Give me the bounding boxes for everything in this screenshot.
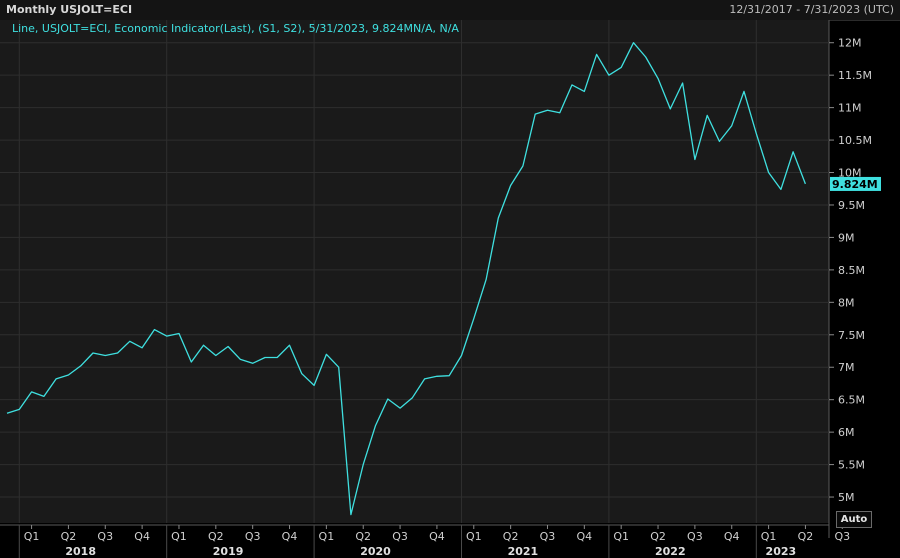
chart-title: Monthly USJOLT=ECI bbox=[6, 3, 133, 16]
x-tick-label: Q2 bbox=[61, 530, 77, 543]
x-tick-label: Q1 bbox=[319, 530, 335, 543]
x-tick-label: Q4 bbox=[134, 530, 150, 543]
x-tick-label: Q2 bbox=[208, 530, 224, 543]
year-label: 2021 bbox=[508, 545, 539, 558]
x-tick-label: Q3 bbox=[392, 530, 408, 543]
year-label: 2019 bbox=[213, 545, 244, 558]
x-tick-label: Q3 bbox=[540, 530, 556, 543]
plot-area bbox=[0, 20, 829, 523]
y-tick-label: 9M bbox=[838, 231, 855, 244]
y-tick-label: 7M bbox=[838, 361, 855, 374]
y-tick-label: 8M bbox=[838, 296, 855, 309]
auto-scale-button[interactable]: Auto bbox=[836, 511, 872, 528]
x-tick-label: Q1 bbox=[24, 530, 40, 543]
y-tick-label: 10.5M bbox=[838, 134, 872, 147]
x-tick-label: Q2 bbox=[355, 530, 371, 543]
series-layer bbox=[6, 42, 807, 516]
line-chart[interactable]: 12M 11.5M 11M 10.5M 10M 9.5M 9M 8.5M 8M 7.5M 7M 6.5… bbox=[0, 20, 900, 558]
x-tick-label: Q1 bbox=[613, 530, 629, 543]
x-tick-label: Q4 bbox=[429, 530, 445, 543]
x-tick-label: Q3 bbox=[687, 530, 703, 543]
x-tick-label: Q3 bbox=[834, 530, 850, 543]
series-legend: Line, USJOLT=ECI, Economic Indicator(Las… bbox=[12, 22, 459, 35]
y-tick-label: 5M bbox=[838, 491, 855, 504]
y-tick-label: 11M bbox=[838, 102, 862, 115]
y-tick-label: 6.5M bbox=[838, 394, 865, 407]
year-label: 2018 bbox=[65, 545, 96, 558]
y-tick-label: 6M bbox=[838, 426, 855, 439]
year-label: 2022 bbox=[655, 545, 686, 558]
y-axis: 12M 11.5M 11M 10.5M 10M 9.5M 9M 8.5M 8M 7.5M 7M 6.5… bbox=[829, 37, 872, 504]
y-tick-label: 9.5M bbox=[838, 199, 865, 212]
x-tick-label: Q3 bbox=[245, 530, 261, 543]
x-tick-label: Q4 bbox=[576, 530, 592, 543]
x-tick-label: Q1 bbox=[761, 530, 777, 543]
y-tick-label: 12M bbox=[838, 37, 862, 50]
last-value-label: 9.824M bbox=[832, 178, 878, 191]
x-tick-label: Q2 bbox=[798, 530, 814, 543]
y-tick-label: 8.5M bbox=[838, 264, 865, 277]
y-tick-label: 10M bbox=[838, 167, 862, 180]
year-label: 2020 bbox=[360, 545, 391, 558]
x-tick-label: Q2 bbox=[650, 530, 666, 543]
x-tick-label: Q1 bbox=[466, 530, 482, 543]
last-value-box bbox=[830, 176, 881, 191]
x-tick-label: Q3 bbox=[97, 530, 113, 543]
last-value-flag: 9.824M bbox=[830, 176, 881, 191]
x-tick-label: Q2 bbox=[503, 530, 519, 543]
y-tick-label: 7.5M bbox=[838, 329, 865, 342]
x-tick-label: Q4 bbox=[282, 530, 298, 543]
x-axis: Q1 Q2 Q3 Q4 Q1 Q2 Q3 Q4 Q1 Q2 Q3 Q4 Q1 Q2 Q3 Q4 Q1 Q2 Q3 Q4… bbox=[18, 525, 850, 558]
y-tick-label: 11.5M bbox=[838, 69, 872, 82]
x-tick-label: Q4 bbox=[724, 530, 740, 543]
x-tick-label: Q1 bbox=[171, 530, 187, 543]
date-range[interactable]: 12/31/2017 - 7/31/2023 (UTC) bbox=[729, 3, 894, 16]
grid bbox=[0, 20, 829, 523]
series-line bbox=[6, 42, 807, 516]
year-label: 2023 bbox=[766, 545, 797, 558]
y-tick-label: 5.5M bbox=[838, 459, 865, 472]
chart-header-bar: Monthly USJOLT=ECI 12/31/2017 - 7/31/202… bbox=[0, 0, 900, 21]
